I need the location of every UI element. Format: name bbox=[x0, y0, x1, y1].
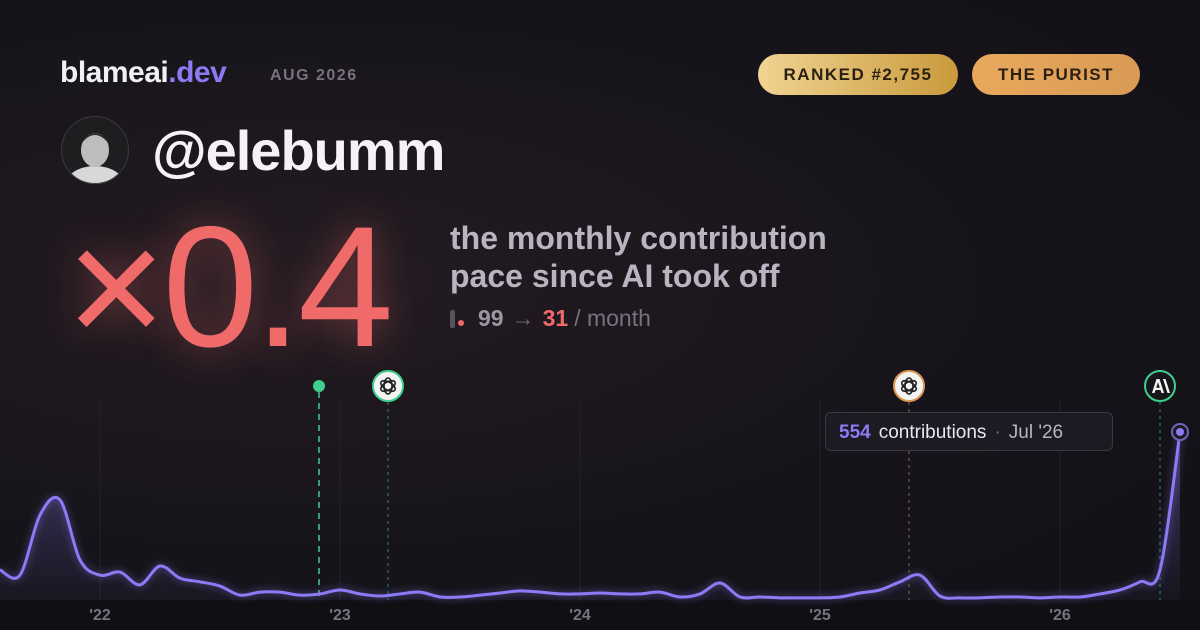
highlight-point bbox=[1176, 427, 1184, 436]
area bbox=[0, 431, 1180, 600]
openai-icon bbox=[893, 370, 925, 402]
x-tick-label: '22 bbox=[89, 607, 111, 624]
stats: 99 → 31/ month bbox=[450, 305, 651, 332]
headline-line: the monthly contribution bbox=[450, 220, 827, 256]
x-tick-label: '26 bbox=[1049, 607, 1071, 624]
brand: blameai.dev bbox=[60, 56, 227, 90]
before-value: 99 bbox=[478, 305, 504, 331]
unit: / month bbox=[574, 305, 651, 331]
handle: @elebumm bbox=[152, 119, 445, 182]
period: AUG 2026 bbox=[270, 67, 358, 84]
tooltip-label: contributions bbox=[878, 422, 987, 443]
headline-line: pace since AI took off bbox=[450, 258, 780, 294]
avatar bbox=[61, 116, 129, 184]
x-tick-label: '25 bbox=[809, 607, 831, 624]
rank-badge: RANKED #2,755 bbox=[758, 54, 958, 95]
after-value: 31 bbox=[542, 305, 569, 331]
brand-name: blameai bbox=[60, 56, 169, 89]
arrow: → bbox=[511, 305, 535, 331]
tooltip: 554 contributions · Jul '26 bbox=[825, 412, 1113, 451]
x-tick-label: '24 bbox=[569, 607, 591, 624]
line bbox=[0, 431, 1182, 600]
separator: · bbox=[994, 422, 1001, 443]
event-dot bbox=[313, 380, 325, 392]
axis-band bbox=[0, 600, 1200, 630]
x-tick-label: '23 bbox=[329, 607, 351, 624]
icon bbox=[458, 320, 464, 326]
tooltip-value: 554 bbox=[839, 422, 871, 443]
icon bbox=[450, 310, 455, 328]
multiplier: ×0.4 bbox=[66, 191, 394, 383]
brand-tld: .dev bbox=[168, 56, 227, 89]
persona-badge: THE PURIST bbox=[972, 54, 1140, 95]
tooltip-date: Jul '26 bbox=[1008, 422, 1064, 443]
anthropic-icon bbox=[1144, 370, 1176, 402]
openai-icon bbox=[372, 370, 404, 402]
